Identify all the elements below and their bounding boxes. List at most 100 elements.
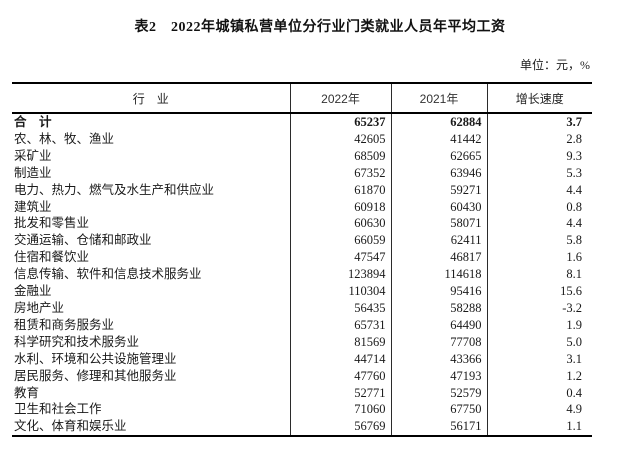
cell-growth-rate: 3.7 <box>486 113 592 131</box>
cell-wage-2021: 62411 <box>390 232 487 250</box>
table-row: 金融业 110304 95416 15.6 <box>12 283 592 300</box>
cell-wage-2022: 81569 <box>289 333 391 351</box>
cell-wage-2021: 46817 <box>390 249 487 267</box>
cell-growth-rate: 3.1 <box>486 350 592 368</box>
cell-growth-rate: 4.4 <box>486 215 592 233</box>
cell-wage-2021: 63946 <box>390 164 487 182</box>
cell-wage-2022: 60918 <box>289 198 391 216</box>
cell-industry-name: 居民服务、修理和其他服务业 <box>14 368 177 383</box>
cell-growth-rate: 5.3 <box>486 164 592 182</box>
cell-growth-rate: 2.8 <box>486 130 592 148</box>
cell-wage-2021: 41442 <box>390 130 487 148</box>
header-growth-rate: 增长速度 <box>486 83 592 114</box>
cell-wage-2022: 68509 <box>289 147 391 165</box>
table-row: 卫生和社会工作 71060 67750 4.9 <box>12 401 592 419</box>
cell-wage-2021: 95416 <box>390 283 487 300</box>
table-body: 合 计 65237 62884 3.7 农、林、牧、渔业 42605 41442… <box>12 113 592 437</box>
cell-wage-2022: 61870 <box>289 181 391 199</box>
cell-growth-rate: 1.9 <box>486 316 592 334</box>
table-row: 合 计 65237 62884 3.7 <box>12 113 592 131</box>
table-row: 采矿业 68509 62665 9.3 <box>12 147 592 165</box>
table-row: 农、林、牧、渔业 42605 41442 2.8 <box>12 130 592 148</box>
table-title: 表2 2022年城镇私营单位分行业门类就业人员年平均工资 <box>134 20 506 35</box>
cell-growth-rate: 15.6 <box>486 283 592 300</box>
cell-industry-name: 农、林、牧、渔业 <box>14 131 115 146</box>
cell-industry-name: 电力、热力、燃气及水生产和供应业 <box>14 182 215 197</box>
cell-wage-2022: 123894 <box>289 266 391 284</box>
cell-growth-rate: 5.8 <box>486 232 592 250</box>
cell-wage-2021: 47193 <box>390 367 487 385</box>
table-row: 居民服务、修理和其他服务业 47760 47193 1.2 <box>12 367 592 385</box>
cell-wage-2022: 66059 <box>289 232 391 250</box>
cell-industry-name: 交通运输、仓储和邮政业 <box>14 233 152 248</box>
cell-growth-rate: 8.1 <box>486 266 592 284</box>
cell-wage-2022: 52771 <box>289 384 391 402</box>
cell-wage-2021: 52579 <box>390 384 487 402</box>
cell-growth-rate: 5.0 <box>486 333 592 351</box>
table-row: 信息传输、软件和信息技术服务业 123894 114618 8.1 <box>12 266 592 284</box>
cell-wage-2022: 56769 <box>289 418 391 437</box>
table-row: 房地产业 56435 58288 -3.2 <box>12 299 592 317</box>
cell-industry-name: 文化、体育和娱乐业 <box>14 419 127 434</box>
cell-wage-2021: 64490 <box>390 316 487 334</box>
cell-industry-name: 教育 <box>14 385 40 400</box>
table-row: 住宿和餐饮业 47547 46817 1.6 <box>12 249 592 267</box>
cell-wage-2022: 56435 <box>289 299 391 317</box>
cell-industry-name: 合 计 <box>14 115 52 129</box>
cell-growth-rate: 0.8 <box>486 198 592 216</box>
cell-industry-name: 科学研究和技术服务业 <box>14 334 140 349</box>
cell-wage-2022: 71060 <box>289 401 391 419</box>
cell-industry-name: 采矿业 <box>14 148 52 163</box>
table-row: 水利、环境和公共设施管理业 44714 43366 3.1 <box>12 350 592 368</box>
cell-industry-name: 房地产业 <box>14 300 65 315</box>
cell-wage-2022: 65237 <box>289 113 391 131</box>
cell-industry-name: 金融业 <box>14 284 52 299</box>
cell-growth-rate: 4.9 <box>486 401 592 419</box>
cell-wage-2021: 62884 <box>390 113 487 131</box>
cell-growth-rate: 9.3 <box>486 147 592 165</box>
cell-wage-2022: 67352 <box>289 164 391 182</box>
cell-industry-name: 住宿和餐饮业 <box>14 250 90 265</box>
cell-wage-2021: 67750 <box>390 401 487 419</box>
cell-wage-2022: 65731 <box>289 316 391 334</box>
cell-wage-2022: 47547 <box>289 249 391 267</box>
cell-industry-name: 批发和零售业 <box>14 216 90 231</box>
cell-wage-2021: 59271 <box>390 181 487 199</box>
table-row: 制造业 67352 63946 5.3 <box>12 164 592 182</box>
cell-industry-name: 信息传输、软件和信息技术服务业 <box>14 267 202 282</box>
cell-industry-name: 制造业 <box>14 165 52 180</box>
cell-wage-2022: 42605 <box>289 130 391 148</box>
cell-wage-2021: 58288 <box>390 299 487 317</box>
cell-wage-2021: 43366 <box>390 350 487 368</box>
cell-growth-rate: 1.2 <box>486 367 592 385</box>
cell-industry-name: 卫生和社会工作 <box>14 402 102 417</box>
table-row: 批发和零售业 60630 58071 4.4 <box>12 215 592 233</box>
table-row: 科学研究和技术服务业 81569 77708 5.0 <box>12 333 592 351</box>
cell-industry-name: 建筑业 <box>14 199 52 214</box>
unit-note: 单位：元，% <box>520 58 590 72</box>
cell-wage-2021: 56171 <box>390 418 487 437</box>
table-row: 租赁和商务服务业 65731 64490 1.9 <box>12 316 592 334</box>
table-row: 建筑业 60918 60430 0.8 <box>12 198 592 216</box>
table-row: 教育 52771 52579 0.4 <box>12 384 592 402</box>
cell-wage-2021: 60430 <box>390 198 487 216</box>
cell-wage-2021: 114618 <box>390 266 487 284</box>
header-row: 行 业 2022年 2021年 增长速度 <box>12 83 592 114</box>
cell-wage-2021: 62665 <box>390 147 487 165</box>
cell-wage-2022: 47760 <box>289 367 391 385</box>
cell-wage-2021: 58071 <box>390 215 487 233</box>
header-year-2021: 2021年 <box>390 83 487 114</box>
wage-table: 行 业 2022年 2021年 增长速度 合 计 65237 62884 3.7… <box>12 82 592 438</box>
header-year-2022: 2022年 <box>289 83 391 114</box>
table-row: 交通运输、仓储和邮政业 66059 62411 5.8 <box>12 232 592 250</box>
cell-growth-rate: 1.6 <box>486 249 592 267</box>
cell-wage-2022: 110304 <box>289 283 391 300</box>
table-row: 文化、体育和娱乐业 56769 56171 1.1 <box>12 418 592 437</box>
cell-growth-rate: 4.4 <box>486 181 592 199</box>
table-row: 电力、热力、燃气及水生产和供应业 61870 59271 4.4 <box>12 181 592 199</box>
cell-wage-2022: 44714 <box>289 350 391 368</box>
cell-industry-name: 水利、环境和公共设施管理业 <box>14 351 177 366</box>
cell-growth-rate: -3.2 <box>486 299 592 317</box>
cell-growth-rate: 1.1 <box>486 418 592 437</box>
